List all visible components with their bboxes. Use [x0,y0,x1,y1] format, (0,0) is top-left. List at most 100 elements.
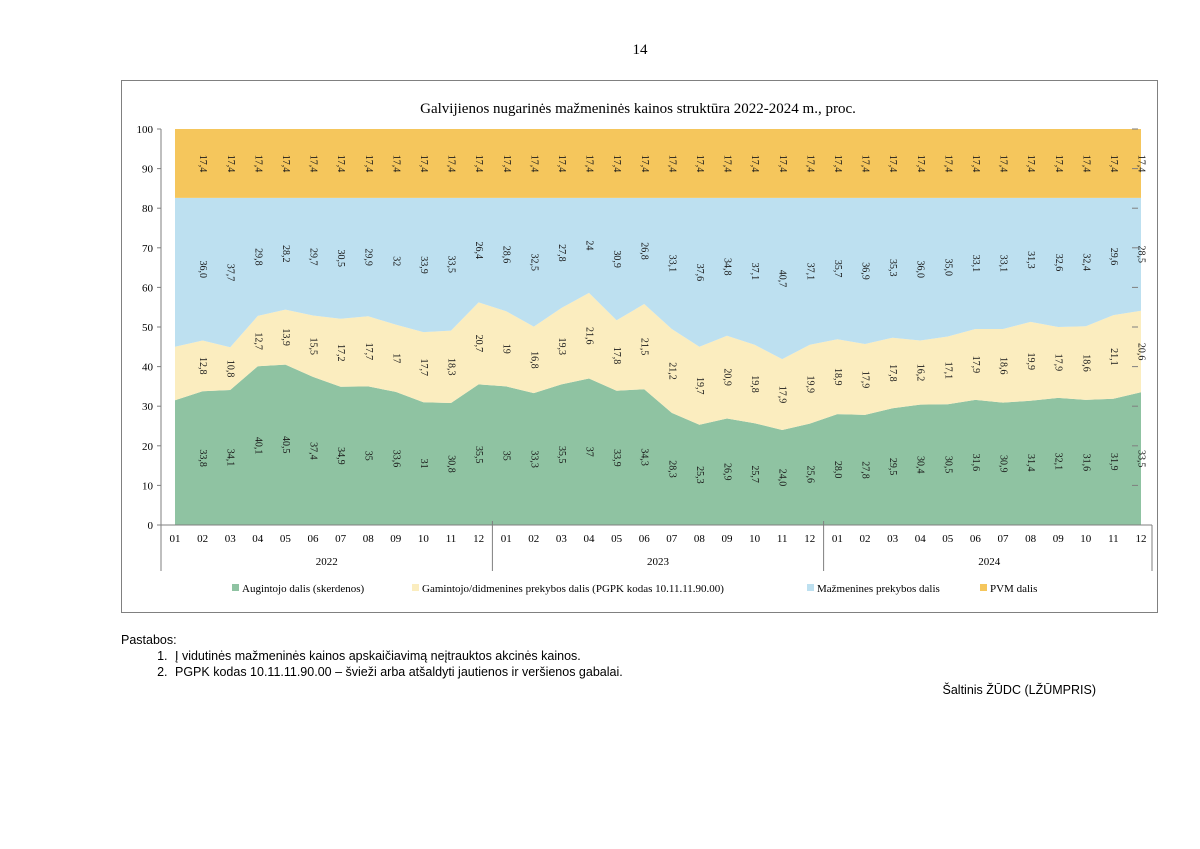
y-tick-label: 10 [142,480,154,492]
data-label: 37,7 [225,264,236,282]
data-label: 17,7 [418,358,429,376]
data-label: 20,6 [1136,343,1147,361]
data-label: 19 [501,344,512,354]
data-label: 32,1 [1053,453,1064,471]
x-tick-label: 06 [970,533,982,545]
data-label: 17,9 [860,371,871,389]
y-tick-label: 70 [142,243,154,255]
data-label: 30,4 [915,456,926,474]
data-label: 17,4 [860,155,871,173]
data-label: 19,9 [804,375,815,393]
data-label: 33,1 [666,255,677,273]
y-tick-label: 60 [142,282,154,294]
data-label: 27,8 [860,461,871,479]
data-label: 35,0 [942,258,953,276]
chart-frame: Galvijienos nugarinės mažmeninės kainos … [121,80,1158,613]
data-label: 10,8 [225,360,236,378]
y-tick-label: 0 [148,520,154,532]
data-label: 30,5 [942,456,953,474]
data-label: 40,1 [252,437,263,455]
x-tick-label: 10 [1080,533,1092,545]
data-label: 17,4 [666,155,677,173]
area-series-4 [175,129,1141,198]
x-tick-label: 11 [1108,533,1119,545]
data-label: 30,5 [335,250,346,267]
data-label: 28,6 [501,246,512,264]
data-label: 17,4 [446,155,457,173]
chart-title: Galvijienos nugarinės mažmeninės kainos … [420,101,856,117]
data-label: 17,4 [970,155,981,173]
note-item: PGPK kodas 10.11.11.90.00 – švieži arba … [171,664,623,680]
data-label: 17,4 [942,155,953,173]
data-label: 34,1 [225,449,236,467]
data-label: 24,0 [777,469,788,487]
page-number: 14 [632,42,648,58]
data-label: 27,8 [556,244,567,262]
data-label: 17,4 [280,155,291,173]
data-label: 30,9 [997,455,1008,473]
data-label: 17,4 [694,155,705,173]
data-label: 18,3 [446,358,457,376]
x-tick-label: 08 [694,533,706,545]
data-label: 19,3 [556,337,567,355]
data-label: 33,9 [611,449,622,467]
data-label: 17,4 [777,155,788,173]
x-tick-label: 02 [197,533,208,545]
data-label: 29,7 [307,248,318,266]
source-note: Šaltinis ŽŪDC (LŽŪMPRIS) [942,683,1097,697]
data-label: 17,4 [1108,155,1119,173]
x-tick-label: 08 [1025,533,1037,545]
data-label: 12,7 [252,332,263,350]
note-item: Į vidutinės mažmeninės kainos apskaičiav… [171,648,623,664]
x-tick-label: 03 [556,533,568,545]
area-series-3 [175,197,1141,360]
data-label: 37,1 [804,263,815,281]
data-label: 34,9 [335,447,346,465]
y-tick-label: 50 [142,322,154,334]
data-label: 37,4 [307,442,318,460]
data-label: 17,4 [418,155,429,173]
x-tick-label: 04 [252,533,263,545]
year-label: 2022 [316,556,338,568]
x-tick-label: 09 [390,533,402,545]
data-label: 33,6 [390,450,401,468]
notes-heading: Pastabos: [121,633,177,647]
data-label: 33,9 [418,256,429,274]
data-label: 17,4 [1025,155,1036,173]
data-label: 35 [501,451,512,461]
data-label: 33,8 [197,449,208,467]
data-label: 17,9 [777,386,788,404]
x-tick-label: 12 [804,533,815,545]
x-tick-label: 10 [749,533,761,545]
y-tick-label: 30 [142,401,154,413]
data-label: 33,5 [1136,450,1147,468]
data-label: 17,7 [363,343,374,361]
data-label: 28,2 [280,245,291,263]
data-label: 17,4 [308,155,319,173]
data-label: 17,4 [528,155,539,173]
data-label: 37,6 [694,264,705,282]
data-label: 30,8 [445,455,456,473]
x-tick-label: 02 [528,533,539,545]
x-tick-label: 04 [584,533,596,545]
data-label: 17,4 [1136,155,1147,173]
data-label: 31,6 [1080,454,1091,472]
data-label: 34,3 [639,448,650,466]
data-label: 37,1 [749,263,760,281]
data-label: 31,9 [1108,453,1119,471]
y-tick-label: 80 [142,203,154,215]
x-tick-label: 07 [666,533,678,545]
legend-swatch [412,584,419,591]
data-label: 17,4 [197,155,208,173]
legend-label: PVM dalis [990,583,1037,595]
data-label: 17,9 [1053,354,1064,372]
data-label: 17,1 [942,362,953,380]
data-label: 30,9 [611,250,622,268]
x-tick-label: 06 [639,533,651,545]
data-label: 17,8 [611,347,622,365]
data-label: 17,4 [335,155,346,173]
data-label: 29,5 [887,458,898,476]
data-label: 18,6 [1080,354,1091,372]
data-label: 36,0 [915,260,926,278]
data-label: 17,4 [584,155,595,173]
